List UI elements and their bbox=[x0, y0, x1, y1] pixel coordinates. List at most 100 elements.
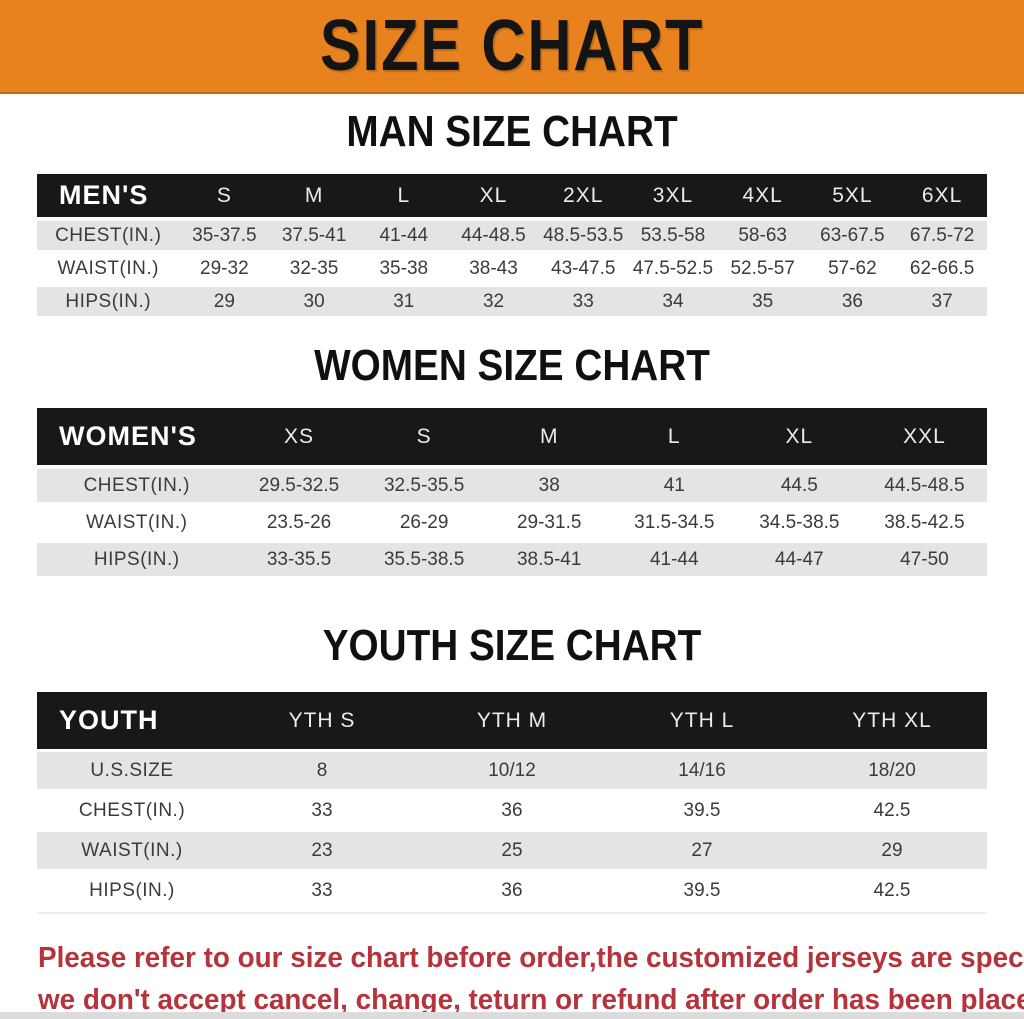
size-value-cell: 36 bbox=[501, 799, 523, 821]
measurement-row-label: WAIST(IN.) bbox=[86, 511, 188, 533]
size-value-cell: 25 bbox=[501, 839, 523, 861]
size-value-cell: 62-66.5 bbox=[909, 257, 975, 279]
page-title: SIZE CHART bbox=[319, 6, 705, 86]
policy-line-2: we don't accept cancel, change, teturn o… bbox=[38, 984, 1024, 1016]
size-value-cell: 10/12 bbox=[488, 759, 536, 781]
size-value-cell: 8 bbox=[316, 759, 328, 781]
size-column-header: YTH S bbox=[288, 708, 356, 732]
size-value-cell: 35.5-38.5 bbox=[383, 548, 465, 570]
table-row: WAIST(IN.) 29-32 32-35 35-38 38-43 43-47.5 47.… bbox=[37, 254, 987, 283]
size-value-cell: 48.5-53.5 bbox=[543, 224, 624, 246]
size-value-cell: 31.5-34.5 bbox=[634, 511, 715, 533]
table-group-label: YOUTH bbox=[59, 705, 159, 735]
size-value-cell: 44.5 bbox=[780, 474, 818, 496]
size-column-header: M bbox=[304, 183, 324, 207]
measurement-row-label: HIPS(IN.) bbox=[93, 548, 180, 570]
size-value-cell: 23 bbox=[311, 839, 333, 861]
size-value-cell: 67.5-72 bbox=[909, 224, 975, 246]
size-value-cell: 35-37.5 bbox=[192, 224, 257, 246]
size-value-cell: 52.5-57 bbox=[730, 257, 795, 279]
man-size-section: MAN SIZE CHART MEN'S S M L XL 2XL 3XL 4XL 5XL 6XL… bbox=[0, 108, 1024, 316]
size-value-cell: 37.5-41 bbox=[281, 224, 347, 246]
size-column-header: XS bbox=[284, 424, 315, 448]
youth-size-heading: YOUTH SIZE CHART bbox=[322, 621, 702, 670]
size-value-cell: 36 bbox=[841, 290, 863, 312]
size-column-header: XL bbox=[785, 424, 814, 448]
size-column-header: L bbox=[667, 424, 681, 448]
size-column-header: 4XL bbox=[742, 183, 783, 207]
size-value-cell: 29 bbox=[213, 290, 235, 312]
table-row: HIPS(IN.) 33-35.5 35.5-38.5 38.5-41 41-44 44-… bbox=[37, 543, 987, 576]
table-header-row: WOMEN'S XS S M L XL XXL bbox=[37, 408, 987, 465]
women-size-section: WOMEN SIZE CHART WOMEN'S XS S M L XL XXL CHEST(… bbox=[0, 342, 1024, 576]
size-column-header: M bbox=[539, 424, 559, 448]
measurement-row-label: CHEST(IN.) bbox=[83, 474, 190, 496]
measurement-row-label: WAIST(IN.) bbox=[81, 839, 183, 861]
size-column-header: 5XL bbox=[832, 183, 873, 207]
table-row: HIPS(IN.) 33 36 39.5 42.5 bbox=[37, 872, 987, 909]
size-column-header: S bbox=[216, 183, 232, 207]
table-row: CHEST(IN.) 29.5-32.5 32.5-35.5 38 41 44.5 44.5… bbox=[37, 469, 987, 502]
size-value-cell: 41-44 bbox=[649, 548, 699, 570]
measurement-row-label: HIPS(IN.) bbox=[65, 290, 152, 312]
size-value-cell: 39.5 bbox=[683, 879, 721, 901]
table-row: CHEST(IN.) 35-37.5 37.5-41 41-44 44-48.5 48.5… bbox=[37, 221, 987, 250]
size-value-cell: 58-63 bbox=[738, 224, 787, 246]
size-value-cell: 29-31.5 bbox=[516, 511, 582, 533]
size-value-cell: 33 bbox=[311, 879, 333, 901]
size-value-cell: 57-62 bbox=[828, 257, 877, 279]
size-value-cell: 44-47 bbox=[775, 548, 824, 570]
size-value-cell: 31 bbox=[393, 290, 415, 312]
order-policy-note: Please refer to our size chart before or… bbox=[38, 940, 1024, 1018]
size-column-header: 6XL bbox=[921, 183, 963, 207]
size-value-cell: 33-35.5 bbox=[266, 548, 332, 570]
table-row: U.S.SIZE 8 10/12 14/16 18/20 bbox=[37, 752, 987, 789]
size-value-cell: 32.5-35.5 bbox=[383, 474, 465, 496]
size-value-cell: 47-50 bbox=[900, 548, 949, 570]
bottom-edge-strip bbox=[0, 1012, 1024, 1019]
size-value-cell: 43-47.5 bbox=[551, 257, 616, 279]
size-value-cell: 44-48.5 bbox=[461, 224, 526, 246]
size-value-cell: 14/16 bbox=[678, 759, 726, 781]
size-value-cell: 47.5-52.5 bbox=[632, 257, 714, 279]
size-column-header: S bbox=[416, 424, 432, 448]
banner: SIZE CHART bbox=[0, 0, 1024, 94]
measurement-row-label: WAIST(IN.) bbox=[57, 257, 159, 279]
size-value-cell: 34.5-38.5 bbox=[759, 511, 840, 533]
size-value-cell: 35 bbox=[752, 290, 774, 312]
measurement-row-label: HIPS(IN.) bbox=[89, 879, 175, 901]
measurement-row-label: CHEST(IN.) bbox=[55, 224, 162, 246]
size-value-cell: 53.5-58 bbox=[640, 224, 706, 246]
size-column-header: L bbox=[397, 183, 411, 207]
man-size-heading: MAN SIZE CHART bbox=[346, 107, 678, 156]
size-value-cell: 18/20 bbox=[868, 759, 916, 781]
size-chart-content: MAN SIZE CHART MEN'S S M L XL 2XL 3XL 4XL 5XL 6XL… bbox=[0, 108, 1024, 1018]
women-size-heading: WOMEN SIZE CHART bbox=[314, 341, 710, 390]
size-column-header: XL bbox=[479, 183, 508, 207]
size-value-cell: 44.5-48.5 bbox=[884, 474, 965, 496]
measurement-row-label: CHEST(IN.) bbox=[78, 799, 186, 821]
size-column-header: YTH M bbox=[476, 708, 548, 732]
youth-size-section: YOUTH SIZE CHART YOUTH YTH S YTH M YTH L YTH… bbox=[0, 622, 1024, 914]
policy-line-1: Please refer to our size chart before or… bbox=[38, 942, 1024, 974]
table-row: HIPS(IN.) 29 30 31 32 33 34 35 36 37 bbox=[37, 287, 987, 316]
size-value-cell: 33 bbox=[311, 799, 333, 821]
size-value-cell: 37 bbox=[931, 290, 953, 312]
size-column-header: XXL bbox=[903, 424, 946, 448]
womens-size-table: WOMEN'S XS S M L XL XXL CHEST(IN.) 29.5-32.5 32.5… bbox=[37, 408, 987, 576]
mens-size-table: MEN'S S M L XL 2XL 3XL 4XL 5XL 6XL CHEST(IN.) 35-37… bbox=[37, 174, 987, 316]
size-value-cell: 38-43 bbox=[469, 257, 518, 279]
size-column-header: YTH L bbox=[669, 708, 735, 732]
size-value-cell: 42.5 bbox=[873, 879, 911, 901]
table-group-label: WOMEN'S bbox=[59, 421, 197, 451]
table-row: WAIST(IN.) 23 25 27 29 bbox=[37, 832, 987, 869]
size-value-cell: 34 bbox=[662, 290, 684, 312]
size-value-cell: 35-38 bbox=[379, 257, 429, 279]
size-value-cell: 39.5 bbox=[683, 799, 721, 821]
size-value-cell: 33 bbox=[572, 290, 594, 312]
youth-size-table: YOUTH YTH S YTH M YTH L YTH XL U.S.SIZE 8 10/12… bbox=[37, 692, 987, 914]
table-group-label: MEN'S bbox=[59, 180, 149, 210]
table-header-row: MEN'S S M L XL 2XL 3XL 4XL 5XL 6XL bbox=[37, 174, 987, 217]
size-value-cell: 38.5-42.5 bbox=[884, 511, 965, 533]
table-row: WAIST(IN.) 23.5-26 26-29 29-31.5 31.5-34.5 34… bbox=[37, 506, 987, 539]
